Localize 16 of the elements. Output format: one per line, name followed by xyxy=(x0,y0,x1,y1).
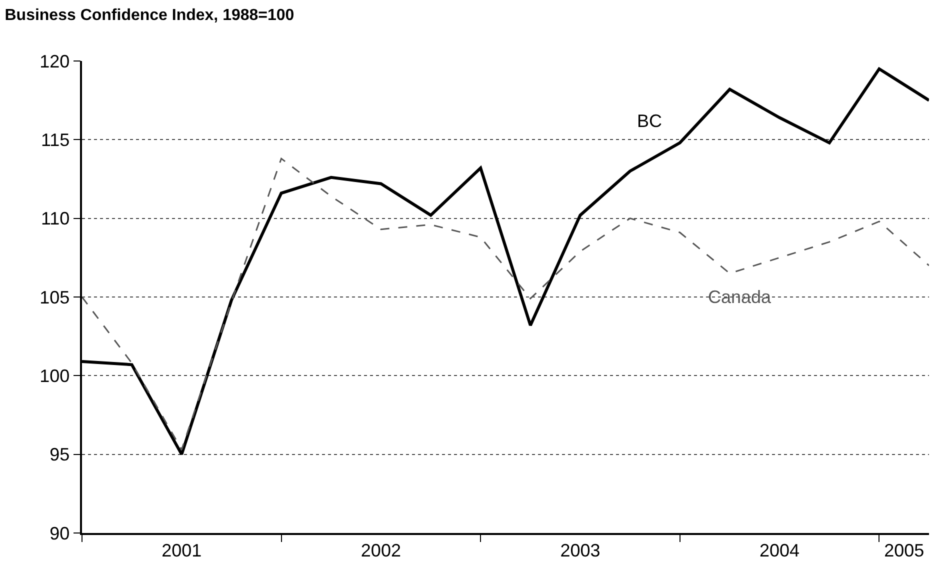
y-tick-label: 120 xyxy=(40,51,70,72)
x-tick-label: 2004 xyxy=(760,540,800,560)
x-tick-label: 2005 xyxy=(884,540,924,560)
y-tick-label: 110 xyxy=(40,208,70,229)
line-series xyxy=(82,158,929,450)
y-tick-label: 90 xyxy=(50,523,70,544)
chart-title: Business Confidence Index, 1988=100 xyxy=(4,6,294,24)
y-tick-label: 100 xyxy=(40,366,70,386)
x-tick-label: 2001 xyxy=(162,540,202,560)
x-tick-label: 2003 xyxy=(560,540,600,560)
x-tick-label: 2002 xyxy=(360,540,401,560)
y-tick-label: 95 xyxy=(50,444,70,465)
series-label: BC xyxy=(637,111,662,131)
y-tick-label: 115 xyxy=(40,130,70,150)
series-label: Canada xyxy=(708,287,772,307)
y-tick-label: 105 xyxy=(40,287,70,308)
